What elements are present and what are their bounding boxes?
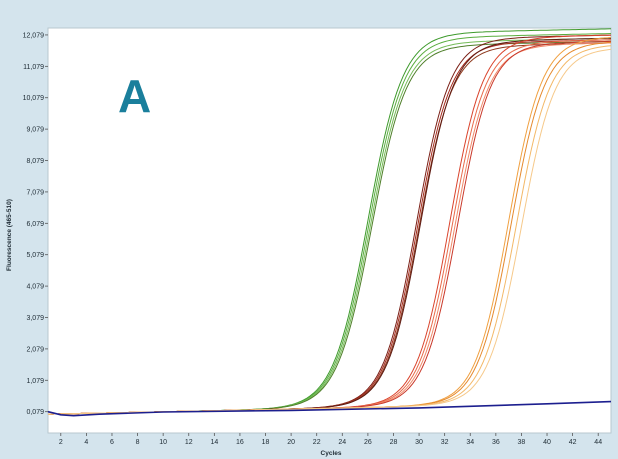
x-axis-title: Cycles [321, 450, 342, 457]
x-axis: 2 4 6 8 10 12 14 16 18 20 22 24 26 28 30 32 34 36 38 40 42 44 [59, 433, 602, 446]
x-tick-label: 8 [136, 439, 140, 446]
y-tick-label: 9,079 [26, 127, 44, 134]
y-axis-title: Fluorescence (465-510) [6, 199, 13, 271]
y-tick-label: 11,079 [23, 64, 44, 71]
y-tick-label: 4,079 [26, 284, 44, 291]
y-tick-label: 1,079 [26, 378, 44, 385]
x-tick-label: 34 [466, 439, 474, 446]
y-tick-label: 3,079 [26, 315, 44, 322]
y-tick-label: 12,079 [23, 32, 45, 39]
x-tick-label: 42 [569, 439, 577, 446]
x-tick-label: 4 [84, 439, 88, 446]
y-tick-label: 2,079 [26, 346, 44, 353]
y-tick-label: 6,079 [26, 221, 44, 228]
negative-control-curve [47, 400, 612, 417]
x-tick-label: 28 [390, 439, 398, 446]
x-tick-label: 40 [543, 439, 551, 446]
plot-area [47, 27, 612, 434]
y-tick-label: 8,079 [26, 158, 44, 165]
x-tick-label: 16 [236, 439, 244, 446]
y-axis: 0,079 1,079 2,079 3,079 4,079 5,079 6,079 7,079… [23, 32, 48, 416]
x-tick-label: 36 [492, 439, 500, 446]
x-tick-label: 24 [338, 439, 346, 446]
x-tick-label: 38 [518, 439, 526, 446]
x-tick-label: 6 [110, 439, 114, 446]
x-tick-label: 2 [59, 439, 63, 446]
panel-label: A [118, 70, 151, 122]
x-tick-label: 18 [262, 439, 270, 446]
y-tick-label: 0,079 [26, 409, 44, 416]
x-tick-label: 12 [185, 439, 193, 446]
y-tick-label: 10,079 [23, 95, 45, 102]
y-tick-label: 5,079 [26, 252, 44, 259]
x-tick-label: 20 [287, 439, 295, 446]
x-tick-label: 30 [415, 439, 423, 446]
series-lines [47, 28, 612, 417]
x-tick-label: 22 [313, 439, 321, 446]
x-tick-label: 44 [594, 439, 602, 446]
x-tick-label: 14 [210, 439, 218, 446]
x-tick-label: 10 [159, 439, 167, 446]
x-tick-label: 26 [364, 439, 372, 446]
y-tick-label: 7,079 [26, 189, 44, 196]
x-tick-label: 32 [441, 439, 449, 446]
